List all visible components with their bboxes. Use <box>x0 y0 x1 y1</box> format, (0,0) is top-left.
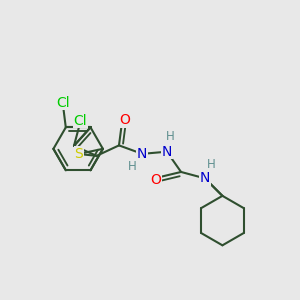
Text: N: N <box>137 147 147 161</box>
Text: H: H <box>128 160 136 173</box>
Text: H: H <box>206 158 215 171</box>
Text: Cl: Cl <box>74 114 87 128</box>
Text: S: S <box>74 147 83 161</box>
Text: H: H <box>165 130 174 143</box>
Text: N: N <box>200 171 210 185</box>
Text: N: N <box>162 145 172 159</box>
Text: O: O <box>119 113 130 127</box>
Text: O: O <box>151 173 161 187</box>
Text: Cl: Cl <box>56 96 70 110</box>
